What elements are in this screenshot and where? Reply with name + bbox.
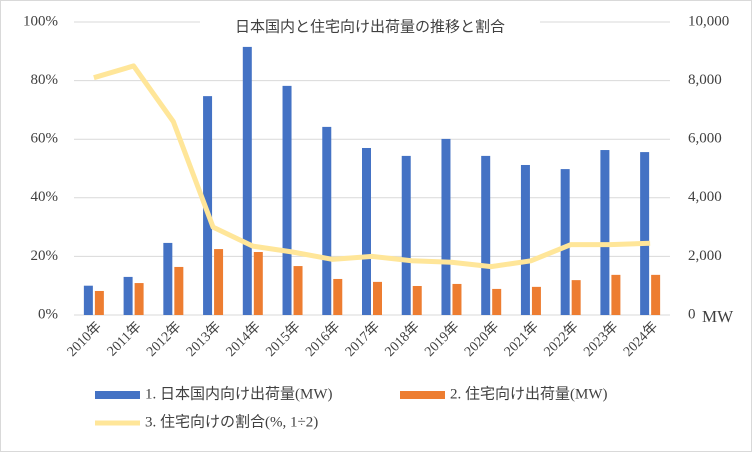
y-tick-label: 60% bbox=[31, 131, 59, 147]
bar bbox=[492, 288, 502, 315]
legend-swatch bbox=[400, 391, 445, 399]
y2-axis-label: MW bbox=[702, 307, 734, 326]
bar bbox=[412, 285, 422, 315]
y2-tick-label: 10,000 bbox=[688, 13, 729, 29]
y-tick-label: 0% bbox=[38, 306, 58, 322]
y-tick-label: 100% bbox=[23, 13, 58, 29]
bar bbox=[163, 242, 173, 315]
bar bbox=[83, 285, 93, 315]
bar bbox=[611, 274, 621, 315]
bar bbox=[441, 138, 451, 315]
line-series bbox=[93, 63, 651, 270]
bar bbox=[293, 266, 303, 315]
legend-label: 1. 日本国内向け出荷量(MW) bbox=[145, 385, 333, 402]
y2-tick-label: 4,000 bbox=[688, 189, 722, 205]
bar bbox=[373, 281, 382, 315]
y2-tick-label: 6,000 bbox=[688, 131, 722, 147]
bar bbox=[571, 280, 581, 315]
y-tick-label: 80% bbox=[31, 72, 59, 88]
bar bbox=[282, 85, 292, 316]
bar bbox=[452, 283, 462, 315]
bar bbox=[401, 155, 411, 315]
bar bbox=[560, 169, 570, 315]
bar bbox=[362, 147, 371, 315]
bar bbox=[214, 249, 224, 315]
title-background bbox=[200, 16, 540, 40]
chart-title: 日本国内と住宅向け出荷量の推移と割合 bbox=[235, 18, 505, 35]
bar bbox=[600, 150, 610, 315]
bar bbox=[134, 283, 144, 315]
bar bbox=[242, 46, 252, 315]
bar bbox=[123, 276, 133, 315]
bar bbox=[481, 155, 491, 315]
bar bbox=[333, 278, 343, 315]
bar bbox=[174, 266, 184, 315]
bar bbox=[531, 286, 541, 315]
bar bbox=[651, 274, 661, 315]
y-tick-label: 20% bbox=[31, 248, 59, 264]
y2-tick-label: 0 bbox=[688, 306, 696, 322]
bar bbox=[94, 290, 104, 315]
legend-swatch bbox=[95, 391, 140, 399]
y2-tick-label: 2,000 bbox=[688, 248, 722, 264]
bar bbox=[640, 152, 650, 315]
bar bbox=[322, 126, 332, 315]
y2-tick-label: 8,000 bbox=[688, 72, 722, 88]
legend-label: 3. 住宅向けの割合(%, 1÷2) bbox=[145, 413, 318, 430]
bar bbox=[520, 164, 530, 315]
y-tick-label: 40% bbox=[31, 189, 59, 205]
legend-label: 2. 住宅向け出荷量(MW) bbox=[450, 385, 608, 402]
bar bbox=[253, 252, 263, 315]
